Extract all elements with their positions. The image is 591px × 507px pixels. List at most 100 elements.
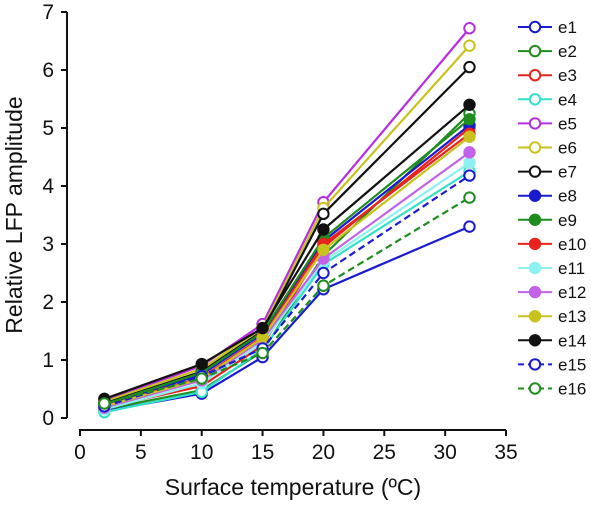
x-tick-label: 20	[312, 441, 335, 464]
data-point	[317, 279, 330, 292]
series-e6	[98, 39, 476, 408]
data-point	[463, 156, 476, 170]
series-e10	[98, 127, 476, 413]
y-tick-label: 3	[42, 233, 54, 256]
legend-marker	[528, 165, 542, 178]
data-point	[256, 346, 269, 360]
legend-label: e3	[558, 66, 577, 85]
legend-label: e7	[558, 163, 577, 182]
data-point	[463, 220, 476, 233]
legend-item: e11	[518, 259, 585, 278]
legend-label: e2	[558, 42, 577, 61]
y-ticks: 0 1 2 3 4 5 6 7	[42, 1, 67, 430]
legend-marker	[528, 237, 542, 251]
legend-label: e4	[558, 90, 577, 109]
y-tick-label: 0	[42, 407, 54, 430]
series-e2	[98, 107, 476, 416]
legend-marker	[528, 69, 542, 82]
y-axis-title: Relative LFP amplitude	[1, 96, 27, 333]
legend-item: e15	[518, 355, 586, 374]
data-point	[463, 60, 476, 74]
x-tick-label: 25	[373, 441, 396, 464]
legend-item: e6	[518, 139, 577, 158]
y-tick-label: 5	[42, 117, 54, 140]
x-axis-title: Surface temperature (ºC)	[165, 474, 421, 500]
legend-marker	[528, 261, 542, 275]
legend-item: e10	[518, 235, 586, 254]
legend-marker	[528, 141, 542, 154]
data-point	[463, 146, 476, 159]
series-line	[104, 170, 471, 414]
data-point	[463, 98, 476, 112]
y-tick-label: 1	[42, 349, 54, 372]
legend-item: e3	[518, 66, 577, 85]
data-point	[317, 207, 330, 221]
legend-label: e9	[558, 211, 577, 230]
legend-label: e5	[558, 114, 577, 133]
y-tick-label: 6	[42, 59, 54, 82]
legend-item: e1	[518, 18, 577, 37]
legend-marker	[528, 189, 542, 202]
series-e14	[98, 98, 476, 406]
legend-item: e5	[518, 114, 577, 133]
x-tick-label: 5	[135, 441, 147, 464]
data-point	[463, 169, 476, 182]
legend-marker	[528, 44, 542, 58]
series-line	[104, 118, 471, 406]
x-tick-label: 30	[433, 441, 456, 464]
legend-label: e11	[558, 259, 585, 278]
data-point	[463, 191, 476, 204]
data-point	[463, 22, 476, 35]
series-e16	[98, 191, 476, 410]
legend: e1 e2 e3 e4 e5 e6 e7 e8 e9 e10 e11 e12 e13 e14 e15 e16	[518, 18, 586, 399]
legend-label: e13	[558, 307, 586, 326]
legend-marker	[528, 358, 542, 371]
legend-label: e12	[558, 283, 586, 302]
series-line	[104, 112, 471, 411]
legend-label: e8	[558, 187, 577, 206]
series-line	[103, 27, 471, 402]
series-e15	[98, 169, 476, 413]
series-line	[104, 132, 471, 408]
legend-item: e13	[518, 307, 586, 326]
legend-item: e4	[518, 90, 577, 109]
legend-marker	[528, 20, 542, 34]
plot-series-group	[98, 22, 476, 419]
legend-marker	[528, 117, 542, 130]
legend-item: e7	[518, 163, 577, 182]
legend-marker	[528, 93, 542, 106]
axes-group	[66, 12, 506, 431]
data-point	[317, 243, 330, 257]
legend-label: e10	[558, 235, 586, 254]
y-tick-label: 2	[42, 291, 54, 314]
legend-label: e15	[558, 355, 586, 374]
legend-item: e8	[518, 187, 577, 206]
legend-item: e14	[518, 331, 586, 350]
legend-marker	[528, 310, 542, 323]
legend-label: e1	[558, 18, 577, 37]
data-point	[195, 357, 208, 371]
data-point	[463, 113, 476, 126]
data-point	[317, 266, 330, 280]
x-tick-label: 10	[190, 441, 213, 464]
series-e5	[98, 22, 476, 407]
data-point	[463, 39, 476, 52]
legend-marker	[528, 382, 542, 395]
legend-item: e2	[518, 42, 577, 61]
data-point	[317, 223, 330, 236]
legend-marker	[528, 213, 542, 227]
legend-item: e9	[518, 211, 577, 230]
series-line	[104, 135, 471, 408]
legend-label: e6	[558, 139, 577, 158]
series-line	[104, 174, 471, 408]
x-tick-label: 0	[74, 441, 86, 464]
series-line	[103, 103, 471, 400]
data-point	[256, 331, 269, 345]
data-point	[98, 397, 111, 410]
y-tick-label: 7	[42, 1, 54, 24]
legend-marker	[528, 334, 542, 347]
x-ticks: 0 5 10 15 20 25 30 35	[74, 430, 518, 464]
series-e7	[98, 60, 476, 410]
series-line	[104, 66, 471, 405]
